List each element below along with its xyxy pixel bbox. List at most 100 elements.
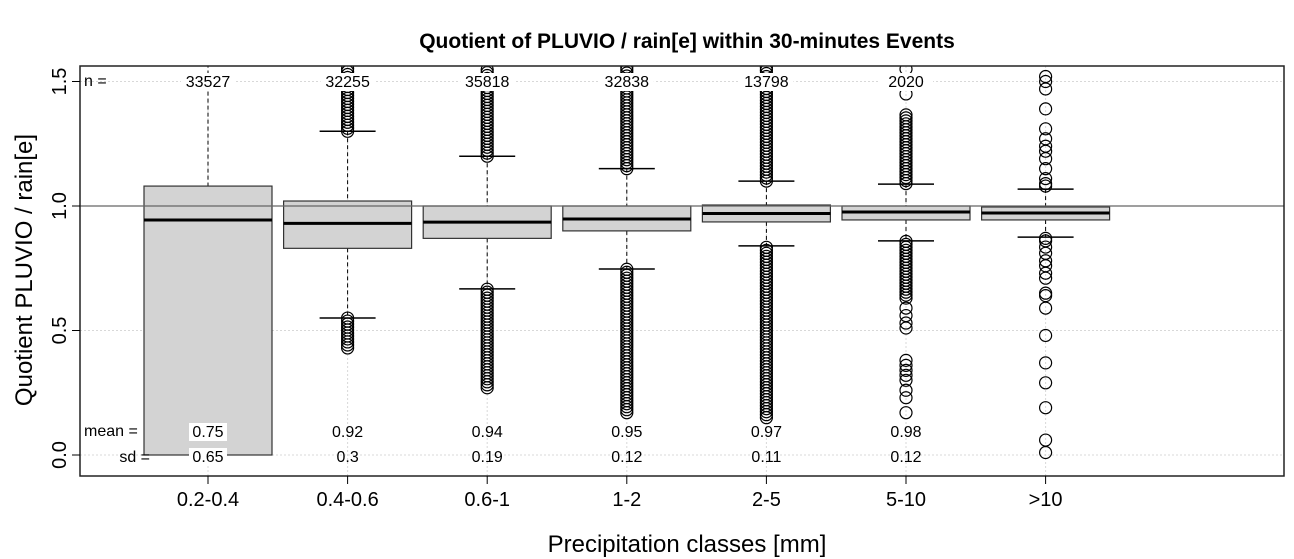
outlier-point — [1038, 286, 1053, 300]
x-axis-label: Precipitation classes [mm] — [548, 531, 827, 558]
box-iqr — [143, 185, 273, 456]
outlier-point — [1038, 102, 1053, 116]
outlier-point — [620, 271, 634, 285]
outlier-point — [1038, 301, 1053, 315]
x-tick-label: >10 — [1029, 489, 1063, 511]
box-5-10 — [841, 66, 971, 420]
box-0.2-0.4 — [143, 66, 273, 456]
plot-clip: 33527 0.75 0.65 32255 0.92 0.3 35818 0.94 0.19 32… — [80, 66, 1284, 466]
outlier-point — [1038, 266, 1053, 280]
outlier-point — [899, 391, 913, 405]
n-label: 13798 — [744, 74, 789, 91]
outlier-point — [480, 291, 494, 305]
outlier-point — [899, 373, 913, 387]
x-tick-label: 0.2-0.4 — [177, 489, 239, 511]
box-2-5 — [701, 66, 832, 425]
outlier-point — [341, 317, 355, 331]
outlier-point — [341, 314, 355, 328]
y-tick-label: 0.0 — [49, 441, 71, 469]
axes: 0.0 0.5 1.0 1.5 0.2-0.4 0.4-0.6 0.6-1 1-2 2-5 5-1… — [49, 65, 1285, 511]
sd-row-label: sd = — [119, 449, 150, 466]
plot-frame — [79, 65, 1285, 477]
sd-label-bg — [189, 448, 227, 466]
outlier-point — [899, 353, 913, 367]
x-tick-label: 0.4-0.6 — [316, 489, 378, 511]
n-label: 33527 — [186, 74, 231, 91]
outlier-point — [620, 262, 634, 276]
box-0.4-0.6 — [283, 66, 413, 355]
outlier-point — [1038, 172, 1053, 186]
x-tick-label: 5-10 — [886, 489, 926, 511]
y-axis-label: Quotient PLUVIO / rain[e] — [11, 134, 38, 406]
outlier-point — [1038, 152, 1053, 166]
x-tick-label: 0.6-1 — [464, 489, 510, 511]
outlier-point — [899, 406, 913, 420]
outlier-point — [899, 108, 913, 122]
outlier-point — [759, 243, 774, 257]
mean-label: 0.98 — [890, 424, 921, 441]
outlier-point — [341, 311, 355, 325]
plot-area: 33527 0.75 0.65 32255 0.92 0.3 35818 0.94 0.19 32… — [80, 66, 1284, 466]
sd-label: 0.11 — [751, 449, 781, 466]
outlier-point — [620, 268, 634, 282]
outlier-point — [1038, 162, 1053, 176]
outlier-point — [1038, 376, 1053, 390]
y-tick-label: 1.5 — [49, 68, 71, 96]
x-tick-label: 1-2 — [612, 489, 641, 511]
outlier-point — [1038, 82, 1053, 96]
box-1-2 — [562, 66, 692, 420]
outlier-point — [899, 237, 913, 251]
mean-row-label: mean = — [84, 423, 138, 440]
outlier-point — [899, 117, 913, 131]
sd-label: 0.19 — [472, 449, 503, 466]
sd-label: 0.12 — [890, 449, 921, 466]
y-tick-label: 0.5 — [49, 317, 71, 345]
outlier-point — [899, 368, 913, 382]
outlier-point — [620, 265, 634, 279]
sd-label: 0.12 — [611, 449, 642, 466]
outlier-point — [1038, 179, 1053, 193]
mean-label: 0.94 — [472, 424, 503, 441]
outlier-point — [1038, 74, 1053, 89]
n-label-bg — [320, 73, 375, 91]
outlier-point — [1038, 401, 1053, 415]
outlier-point — [480, 288, 494, 302]
outlier-point — [1038, 356, 1053, 370]
mean-label: 0.95 — [611, 424, 642, 441]
outlier-point — [341, 320, 355, 334]
outlier-point — [899, 234, 913, 248]
outlier-point — [1038, 240, 1053, 254]
outlier-point — [899, 240, 913, 254]
n-label: 32255 — [325, 74, 370, 91]
outlier-point — [899, 114, 913, 128]
outlier-point — [899, 243, 913, 257]
outlier-point — [759, 246, 774, 260]
outlier-point — [1038, 445, 1053, 460]
outlier-point — [480, 282, 494, 296]
outlier-point — [759, 240, 774, 254]
outlier-point — [899, 301, 913, 315]
outlier-point — [1038, 122, 1053, 136]
outlier-point — [899, 111, 913, 125]
sd-label: 0.3 — [336, 449, 358, 466]
y-tick-label: 1.0 — [49, 192, 71, 220]
outlier-point — [899, 363, 913, 377]
outlier-point — [1038, 328, 1053, 343]
x-tick-label: 2-5 — [752, 489, 781, 511]
n-label-bg — [879, 73, 933, 91]
box->10 — [980, 69, 1111, 460]
outlier-point — [1038, 271, 1053, 285]
n-label-bg — [739, 73, 794, 91]
outlier-point — [759, 249, 774, 263]
outlier-point — [899, 316, 913, 330]
mean-label: 0.75 — [192, 424, 223, 441]
box-0.6-1 — [422, 66, 552, 395]
chart-title: Quotient of PLUVIO / rain[e] within 30-m… — [419, 30, 955, 53]
n-label: 32838 — [605, 74, 650, 91]
outlier-point — [899, 358, 913, 372]
n-label: 35818 — [465, 74, 510, 91]
n-label-bg — [181, 73, 235, 91]
outlier-point — [899, 383, 913, 397]
mean-label: 0.97 — [751, 424, 782, 441]
